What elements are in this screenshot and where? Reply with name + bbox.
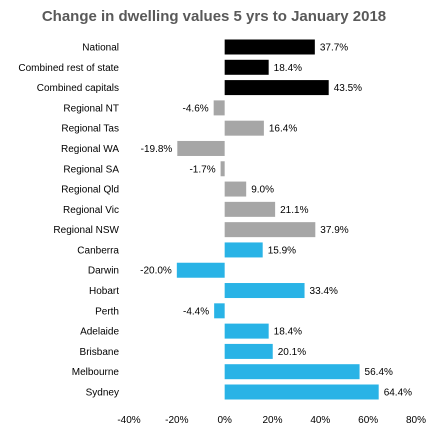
data-label-regional-tas: 16.4% xyxy=(269,124,297,135)
x-tick-label: 60% xyxy=(358,415,378,426)
data-label-regional-wa: -19.8% xyxy=(141,144,173,155)
bar-darwin xyxy=(176,262,225,278)
category-label-sydney: Sydney xyxy=(86,388,119,399)
bar-combined-rest-of-state xyxy=(224,59,269,75)
bar-regional-qld xyxy=(224,181,247,197)
bar-melbourne xyxy=(224,364,360,380)
bar-adelaide xyxy=(224,323,269,339)
bar-regional-nt xyxy=(213,100,225,116)
bar-perth xyxy=(214,303,225,319)
bar-combined-capitals xyxy=(224,80,329,96)
bar-regional-wa xyxy=(177,140,225,156)
x-tick-label: -20% xyxy=(165,415,188,426)
category-label-regional-wa: Regional WA xyxy=(61,144,119,155)
bar-sydney xyxy=(224,384,379,400)
category-label-hobart: Hobart xyxy=(89,286,119,297)
data-label-combined-capitals: 43.5% xyxy=(334,83,362,94)
data-label-national: 37.7% xyxy=(320,43,348,54)
data-label-perth: -4.4% xyxy=(183,306,209,317)
bar-canberra xyxy=(224,242,263,258)
chart-title: Change in dwelling values 5 yrs to Janua… xyxy=(41,8,387,25)
bar-regional-vic xyxy=(224,201,276,217)
category-label-darwin: Darwin xyxy=(88,266,119,277)
category-label-regional-vic: Regional Vic xyxy=(63,205,119,216)
x-tick-label: 40% xyxy=(310,415,330,426)
data-label-melbourne: 56.4% xyxy=(365,367,393,378)
bar-regional-tas xyxy=(224,120,264,136)
category-label-adelaide: Adelaide xyxy=(80,327,119,338)
category-label-regional-qld: Regional Qld xyxy=(61,185,119,196)
category-label-national: National xyxy=(82,43,119,54)
data-label-combined-rest-of-state: 18.4% xyxy=(274,63,302,74)
bar-regional-sa xyxy=(220,161,225,177)
data-label-darwin: -20.0% xyxy=(140,266,172,277)
category-label-regional-sa: Regional SA xyxy=(63,164,119,175)
category-label-perth: Perth xyxy=(95,306,119,317)
x-tick-label: -40% xyxy=(117,415,140,426)
data-label-hobart: 33.4% xyxy=(310,286,338,297)
category-label-melbourne: Melbourne xyxy=(72,367,120,378)
bar-hobart xyxy=(224,283,305,299)
data-label-regional-vic: 21.1% xyxy=(280,205,308,216)
x-tick-label: 0% xyxy=(217,415,232,426)
data-label-regional-qld: 9.0% xyxy=(251,185,274,196)
data-label-adelaide: 18.4% xyxy=(274,327,302,338)
category-label-canberra: Canberra xyxy=(77,245,119,256)
data-label-regional-nsw: 37.9% xyxy=(320,225,348,236)
data-label-canberra: 15.9% xyxy=(268,245,296,256)
data-label-regional-nt: -4.6% xyxy=(183,103,209,114)
bar-brisbane xyxy=(224,343,273,359)
category-label-regional-tas: Regional Tas xyxy=(61,124,119,135)
category-label-regional-nsw: Regional NSW xyxy=(53,225,119,236)
category-label-combined-capitals: Combined capitals xyxy=(37,83,119,94)
category-label-brisbane: Brisbane xyxy=(80,347,120,358)
x-tick-label: 20% xyxy=(262,415,282,426)
data-label-sydney: 64.4% xyxy=(384,388,412,399)
category-label-regional-nt: Regional NT xyxy=(63,103,119,114)
data-label-regional-sa: -1.7% xyxy=(189,164,215,175)
category-label-combined-rest-of-state: Combined rest of state xyxy=(18,63,119,74)
bar-regional-nsw xyxy=(224,222,316,238)
x-tick-label: 80% xyxy=(406,415,426,426)
bar-national xyxy=(224,39,315,55)
data-label-brisbane: 20.1% xyxy=(278,347,306,358)
